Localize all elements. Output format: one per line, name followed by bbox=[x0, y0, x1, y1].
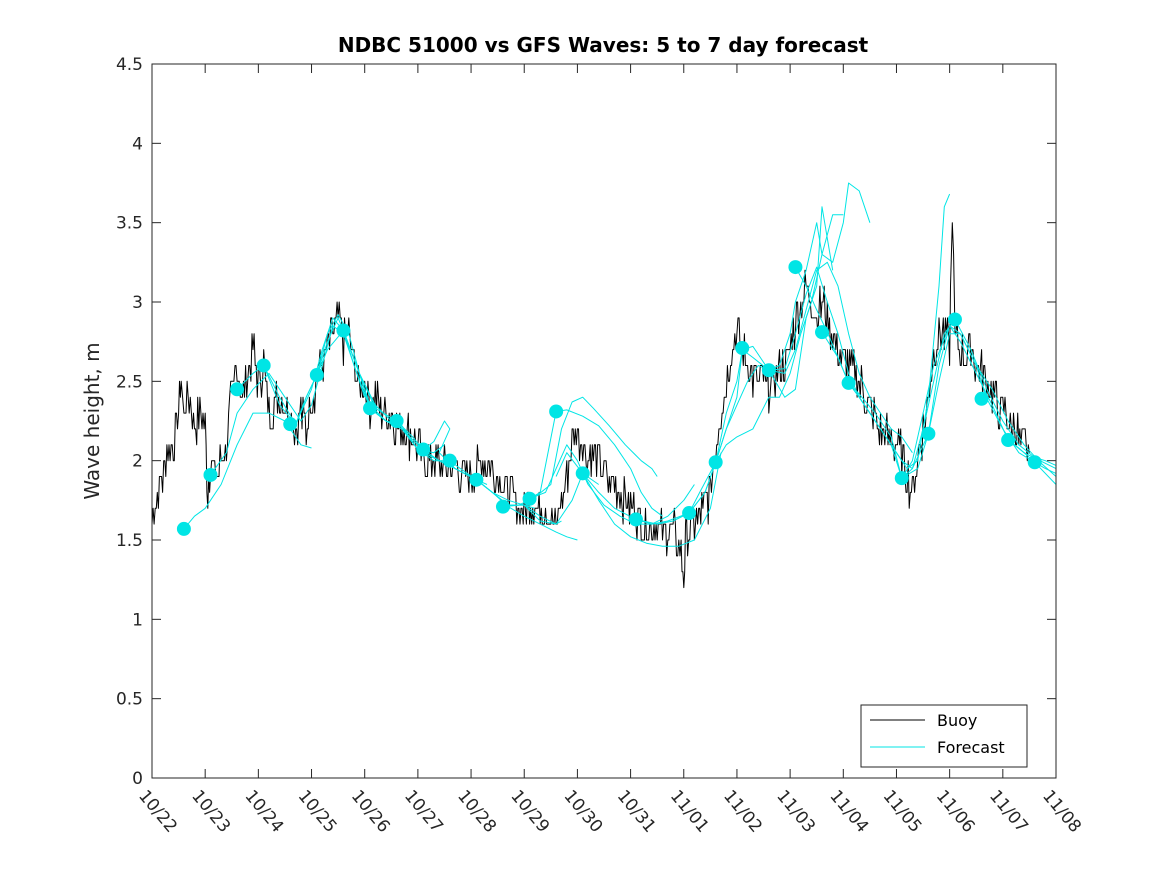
y-tick-label: 3.5 bbox=[116, 214, 143, 234]
forecast-marker bbox=[628, 512, 643, 527]
forecast-marker bbox=[256, 358, 271, 373]
forecast-series-line bbox=[422, 420, 578, 541]
forecast-marker bbox=[283, 417, 298, 432]
forecast-series-line bbox=[715, 182, 871, 463]
forecast-marker bbox=[682, 506, 697, 521]
forecast-marker bbox=[815, 325, 830, 340]
forecast-marker bbox=[389, 414, 404, 428]
forecast-marker bbox=[469, 472, 484, 487]
y-tick-label: 1 bbox=[132, 610, 143, 630]
y-tick-label: 0 bbox=[132, 769, 143, 789]
series-layer bbox=[151, 182, 1057, 589]
forecast-series-line bbox=[742, 261, 913, 453]
forecast-marker bbox=[336, 323, 351, 338]
forecast-marker bbox=[416, 442, 431, 457]
forecast-marker bbox=[788, 260, 803, 275]
legend-buoy-label: Buoy bbox=[937, 711, 977, 730]
y-axis: 0 0.5 1 1.5 2 2.5 3 3.5 4 4.5 bbox=[116, 55, 1056, 789]
forecast-marker bbox=[442, 453, 457, 468]
y-tick-label: 2 bbox=[132, 452, 143, 472]
forecast-marker bbox=[495, 499, 510, 514]
forecast-marker bbox=[735, 341, 750, 356]
forecast-marker bbox=[1027, 455, 1042, 470]
forecast-series-line bbox=[529, 444, 695, 525]
forecast-marker bbox=[575, 466, 590, 481]
forecast-marker bbox=[841, 375, 856, 390]
forecast-marker bbox=[522, 491, 537, 506]
legend: Buoy Forecast bbox=[860, 704, 1028, 768]
forecast-series-line bbox=[183, 412, 312, 530]
plot-area-frame bbox=[151, 63, 1057, 779]
forecast-marker bbox=[203, 467, 218, 482]
chart-title: NDBC 51000 vs GFS Waves: 5 to 7 day fore… bbox=[338, 33, 869, 57]
forecast-marker bbox=[1001, 433, 1016, 448]
forecast-marker bbox=[761, 363, 776, 378]
legend-box bbox=[860, 704, 1028, 768]
forecast-marker bbox=[176, 521, 191, 536]
forecast-marker bbox=[230, 382, 245, 397]
forecast-series-line bbox=[529, 409, 663, 517]
y-tick-label: 4.5 bbox=[116, 55, 143, 75]
forecast-marker-layer bbox=[176, 260, 1042, 536]
y-tick-label: 4 bbox=[132, 134, 143, 154]
y-axis-label: Wave height, m bbox=[80, 342, 104, 499]
forecast-series-line bbox=[582, 349, 743, 525]
forecast-marker bbox=[921, 426, 936, 441]
y-tick-label: 2.5 bbox=[116, 372, 143, 392]
forecast-marker bbox=[708, 455, 723, 470]
forecast-series-line bbox=[821, 331, 1057, 479]
y-tick-label: 1.5 bbox=[116, 531, 143, 551]
y-tick-label: 3 bbox=[132, 293, 143, 313]
forecast-marker bbox=[549, 404, 564, 419]
forecast-marker bbox=[947, 312, 962, 327]
legend-forecast-label: Forecast bbox=[937, 738, 1005, 757]
forecast-marker bbox=[894, 471, 909, 486]
forecast-marker bbox=[974, 391, 989, 406]
forecast-series-line bbox=[954, 319, 1057, 466]
y-tick-label: 0.5 bbox=[116, 690, 143, 710]
forecast-series-line bbox=[901, 325, 1057, 479]
forecast-marker bbox=[363, 401, 378, 416]
forecast-marker bbox=[309, 367, 324, 382]
